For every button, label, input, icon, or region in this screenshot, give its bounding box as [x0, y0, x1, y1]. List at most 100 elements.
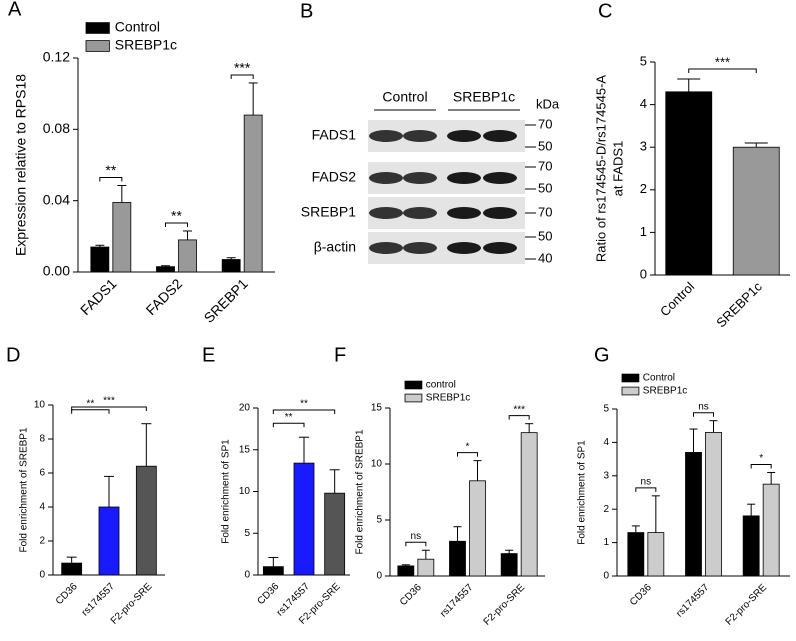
significance-bracket — [99, 177, 123, 182]
bar — [324, 492, 346, 576]
x-tick-label: F2-pro-SRE — [724, 582, 770, 628]
blot-band — [447, 172, 481, 184]
y-tick-label: 5 — [603, 404, 609, 415]
significance-bracket — [508, 415, 530, 420]
significance-label: ** — [300, 399, 308, 410]
bar — [685, 452, 702, 577]
panel-label: C — [598, 0, 612, 22]
bar — [732, 146, 780, 276]
bar — [221, 259, 241, 273]
bar — [665, 91, 713, 276]
significance-bracket — [272, 409, 336, 414]
blot-band — [447, 207, 481, 219]
row-label: β-actin — [314, 239, 356, 255]
significance-label: ** — [86, 398, 94, 409]
y-tick-label: 8 — [39, 434, 45, 445]
blot-band — [483, 207, 517, 219]
significance-label: ** — [285, 412, 293, 423]
significance-label: *** — [234, 60, 251, 76]
y-tick-label: 5 — [376, 515, 382, 526]
y-axis-label: Fold enrichment of SREBP1 — [355, 429, 366, 554]
significance-label: * — [466, 441, 470, 452]
x-tick-label: FADS2 — [143, 275, 186, 318]
significance-bracket — [693, 412, 714, 417]
bar — [449, 540, 466, 577]
marker-label: 50 — [538, 138, 552, 153]
x-tick-label: CD36 — [255, 581, 281, 607]
significance-bracket — [230, 74, 254, 79]
legend-swatch — [621, 386, 640, 396]
y-tick-label: 15 — [371, 403, 383, 414]
y-axis-label: Fold enrichment of SP1 — [577, 440, 588, 545]
blot-band — [483, 130, 517, 142]
significance-label: *** — [513, 404, 525, 415]
y-tick-label: 0 — [39, 570, 45, 581]
significance-bracket — [457, 452, 478, 457]
row-label: FADS1 — [312, 127, 357, 143]
bar — [742, 515, 760, 577]
bar — [98, 506, 120, 576]
blot-band — [369, 242, 403, 254]
bar — [397, 565, 415, 577]
y-tick-label: 20 — [239, 403, 251, 414]
x-tick-label: rs174557 — [438, 582, 476, 620]
bar — [112, 202, 132, 273]
x-tick-label: FADS1 — [77, 275, 120, 318]
x-tick-label: rs174557 — [80, 581, 118, 619]
panel-label: A — [8, 0, 22, 20]
legend-label: SREBP1c — [115, 37, 177, 53]
blot-band — [369, 130, 403, 142]
x-tick-label: Control — [657, 279, 697, 319]
legend-label: SREBP1c — [643, 386, 687, 397]
significance-label: ns — [641, 476, 652, 487]
significance-label: ** — [105, 162, 116, 178]
y-tick-label: 5 — [244, 528, 250, 539]
y-tick-label: 3 — [603, 470, 609, 481]
bar — [762, 483, 780, 577]
bar — [627, 532, 645, 577]
legend-label: control — [426, 380, 456, 391]
blot-band — [483, 242, 517, 254]
x-tick-label: rs174557 — [674, 582, 712, 620]
bar — [293, 462, 315, 576]
unit-label: kDa — [536, 96, 560, 111]
x-tick-label: CD36 — [628, 582, 654, 608]
blot-band — [369, 172, 403, 184]
blot-band — [403, 242, 437, 254]
y-tick-label: 5 — [640, 53, 647, 68]
legend-swatch — [404, 393, 423, 403]
y-tick-label: 6 — [39, 468, 45, 479]
y-axis-label: Ratio of rs174545-D/rs174545-A — [593, 75, 608, 262]
y-tick-label: 0.12 — [43, 49, 70, 65]
significance-label: ns — [698, 401, 709, 412]
y-tick-label: 0 — [603, 571, 609, 582]
significance-bracket — [272, 422, 305, 428]
y-tick-label: 1 — [640, 224, 647, 239]
blot-band — [483, 172, 517, 184]
y-tick-label: 0 — [244, 570, 250, 581]
legend-swatch — [85, 22, 110, 34]
blot-band — [403, 207, 437, 219]
legend-label: Control — [643, 373, 675, 384]
marker-label: 50 — [538, 228, 552, 243]
bar — [135, 465, 157, 576]
bar — [500, 553, 518, 577]
y-axis-label: Expression relative to RPS18 — [13, 74, 29, 256]
row-label: FADS2 — [312, 169, 357, 185]
significance-label: *** — [715, 54, 730, 69]
y-tick-label: 1 — [603, 537, 609, 548]
y-tick-label: 0.08 — [43, 120, 70, 136]
marker-label: 70 — [538, 158, 552, 173]
y-axis-label: Fold enrichment of SREBP1 — [19, 427, 30, 552]
blot-band — [403, 130, 437, 142]
legend-swatch — [85, 40, 110, 52]
x-tick-label: CD36 — [54, 581, 80, 607]
y-tick-label: 0 — [376, 571, 382, 582]
bar — [262, 566, 284, 576]
bar — [520, 432, 538, 577]
y-tick-label: 10 — [34, 400, 46, 411]
y-tick-label: 4 — [603, 437, 609, 448]
significance-bracket — [71, 409, 110, 414]
bar — [469, 480, 486, 577]
